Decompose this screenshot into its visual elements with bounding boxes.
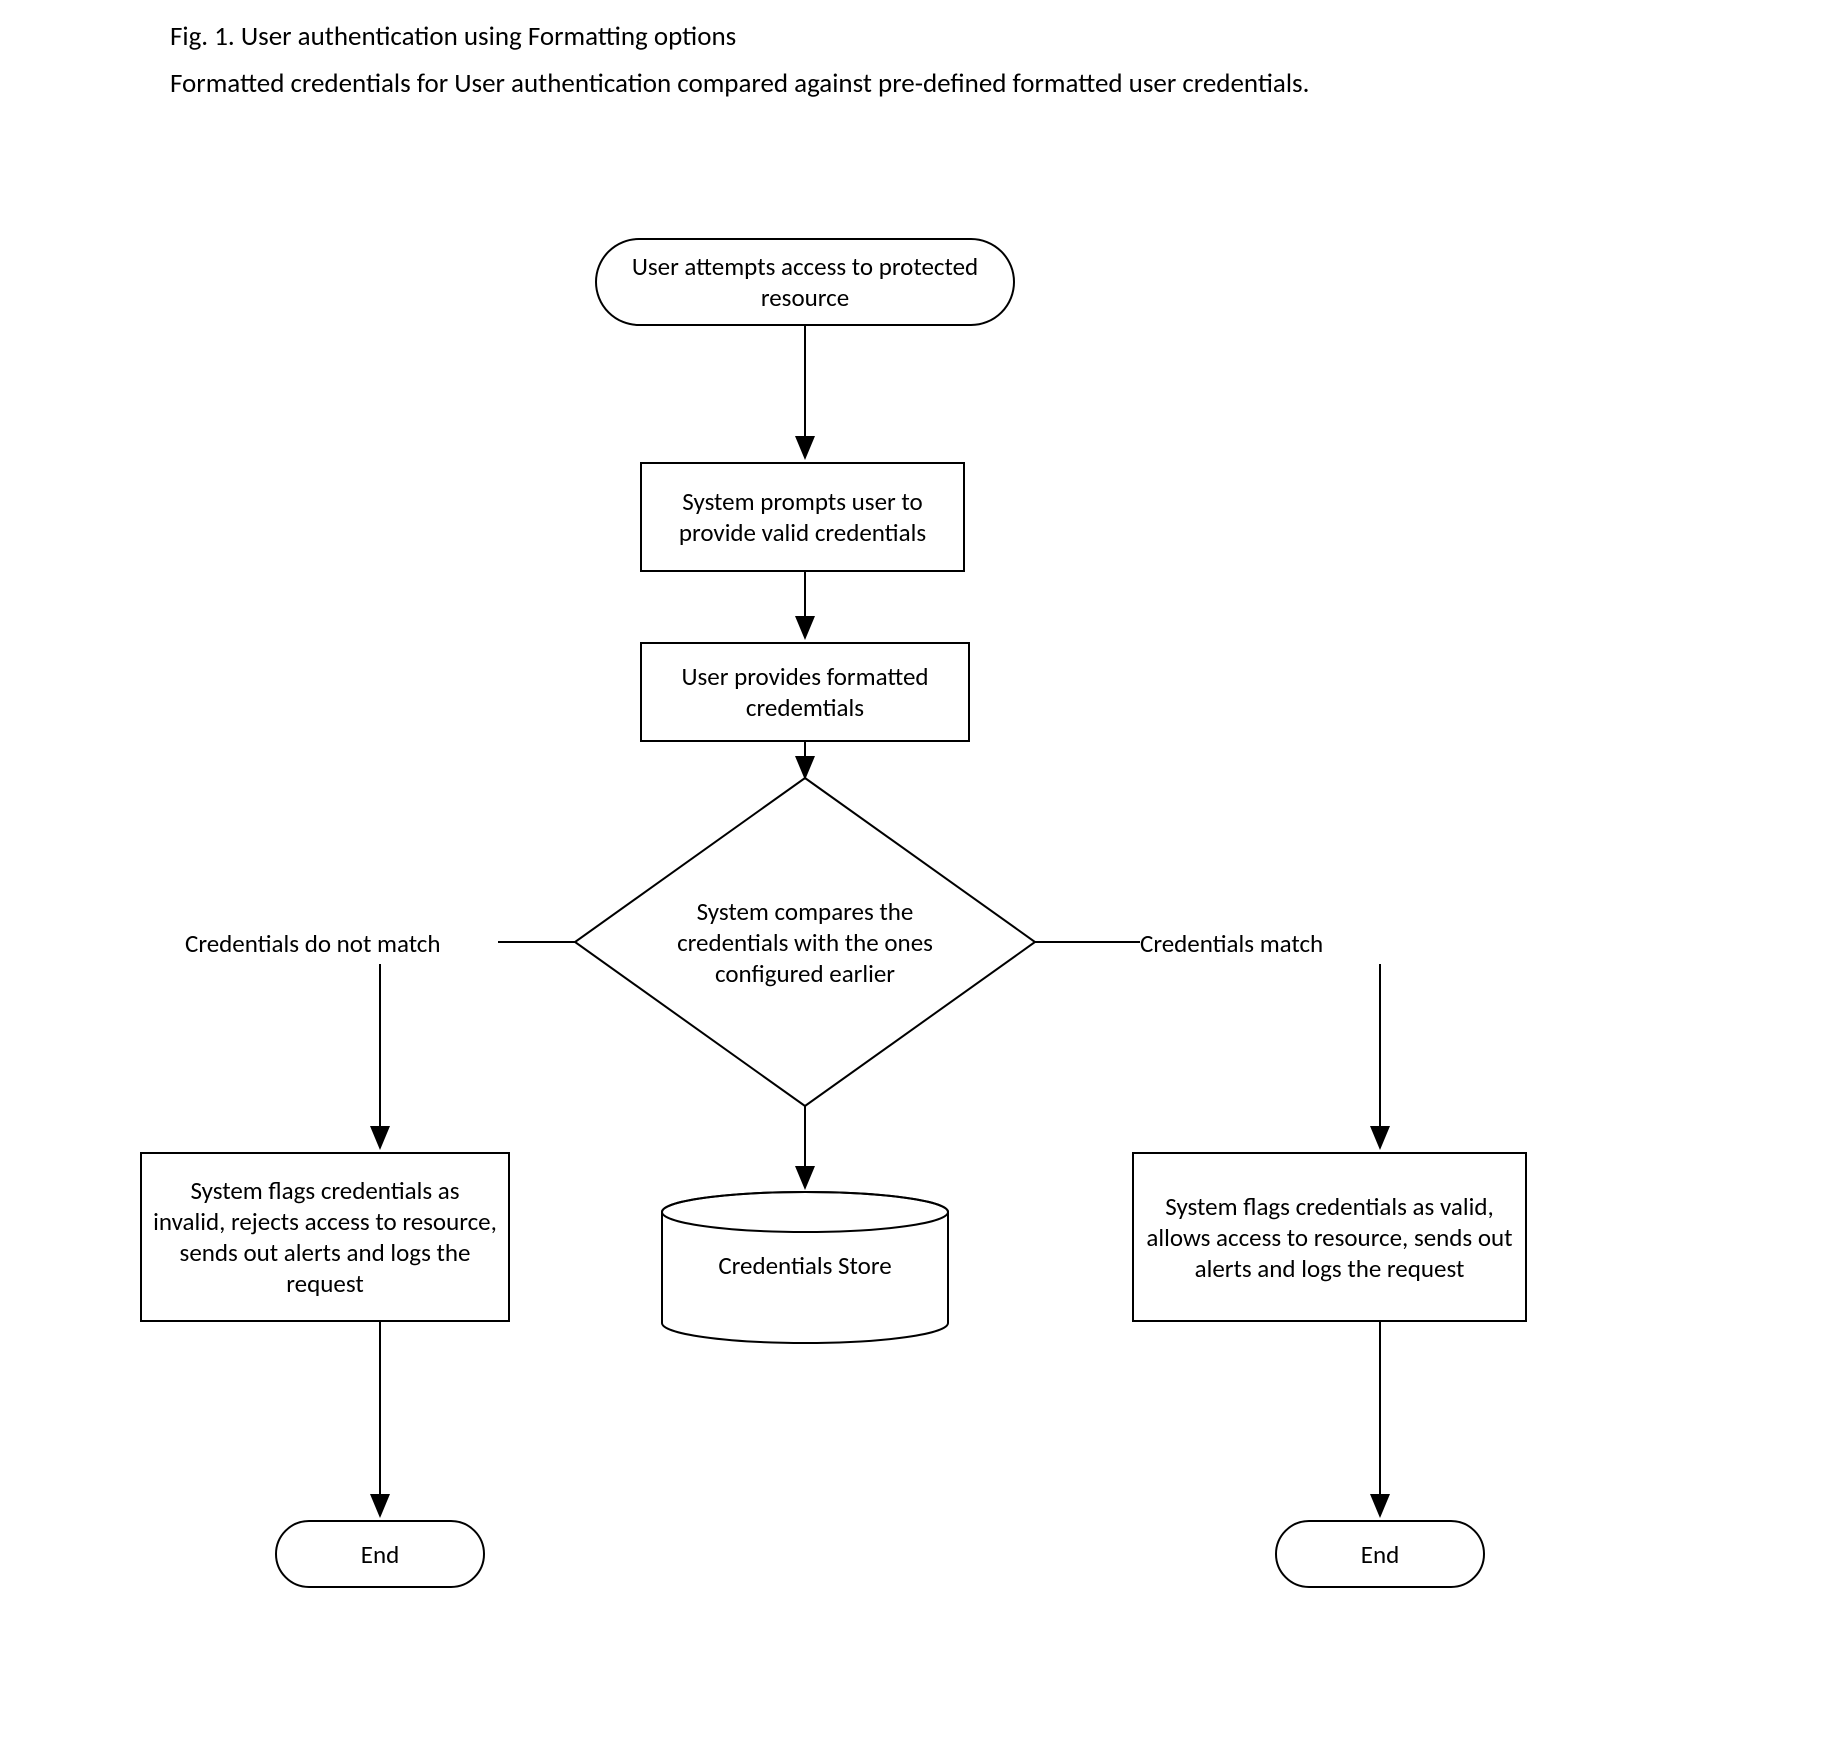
node-valid-text: System flags credentials as valid, allow…	[1144, 1191, 1515, 1284]
node-end-right-text: End	[1361, 1539, 1399, 1570]
node-start: User attempts access to protected resour…	[595, 238, 1015, 326]
node-end-left-text: End	[361, 1539, 399, 1570]
node-start-text: User attempts access to protected resour…	[612, 251, 998, 313]
node-provide-text: User provides formatted credemtials	[652, 661, 958, 723]
node-prompt: System prompts user to provide valid cre…	[640, 462, 965, 572]
label-no-match: Credentials do not match	[185, 928, 441, 959]
figure-title: Fig. 1. User authentication using Format…	[170, 20, 736, 53]
node-compare: System compares the credentials with the…	[575, 778, 1035, 1106]
node-prompt-text: System prompts user to provide valid cre…	[652, 486, 953, 548]
node-invalid: System flags credentials as invalid, rej…	[140, 1152, 510, 1322]
node-compare-text: System compares the credentials with the…	[665, 896, 945, 989]
node-invalid-text: System flags credentials as invalid, rej…	[152, 1175, 498, 1299]
node-valid: System flags credentials as valid, allow…	[1132, 1152, 1527, 1322]
node-end-left: End	[275, 1520, 485, 1588]
figure-subtitle: Formatted credentials for User authentic…	[170, 65, 1420, 103]
label-match: Credentials match	[1140, 928, 1323, 959]
node-provide: User provides formatted credemtials	[640, 642, 970, 742]
node-store: Credentials Store	[660, 1190, 950, 1345]
node-store-text: Credentials Store	[660, 1250, 950, 1281]
node-end-right: End	[1275, 1520, 1485, 1588]
